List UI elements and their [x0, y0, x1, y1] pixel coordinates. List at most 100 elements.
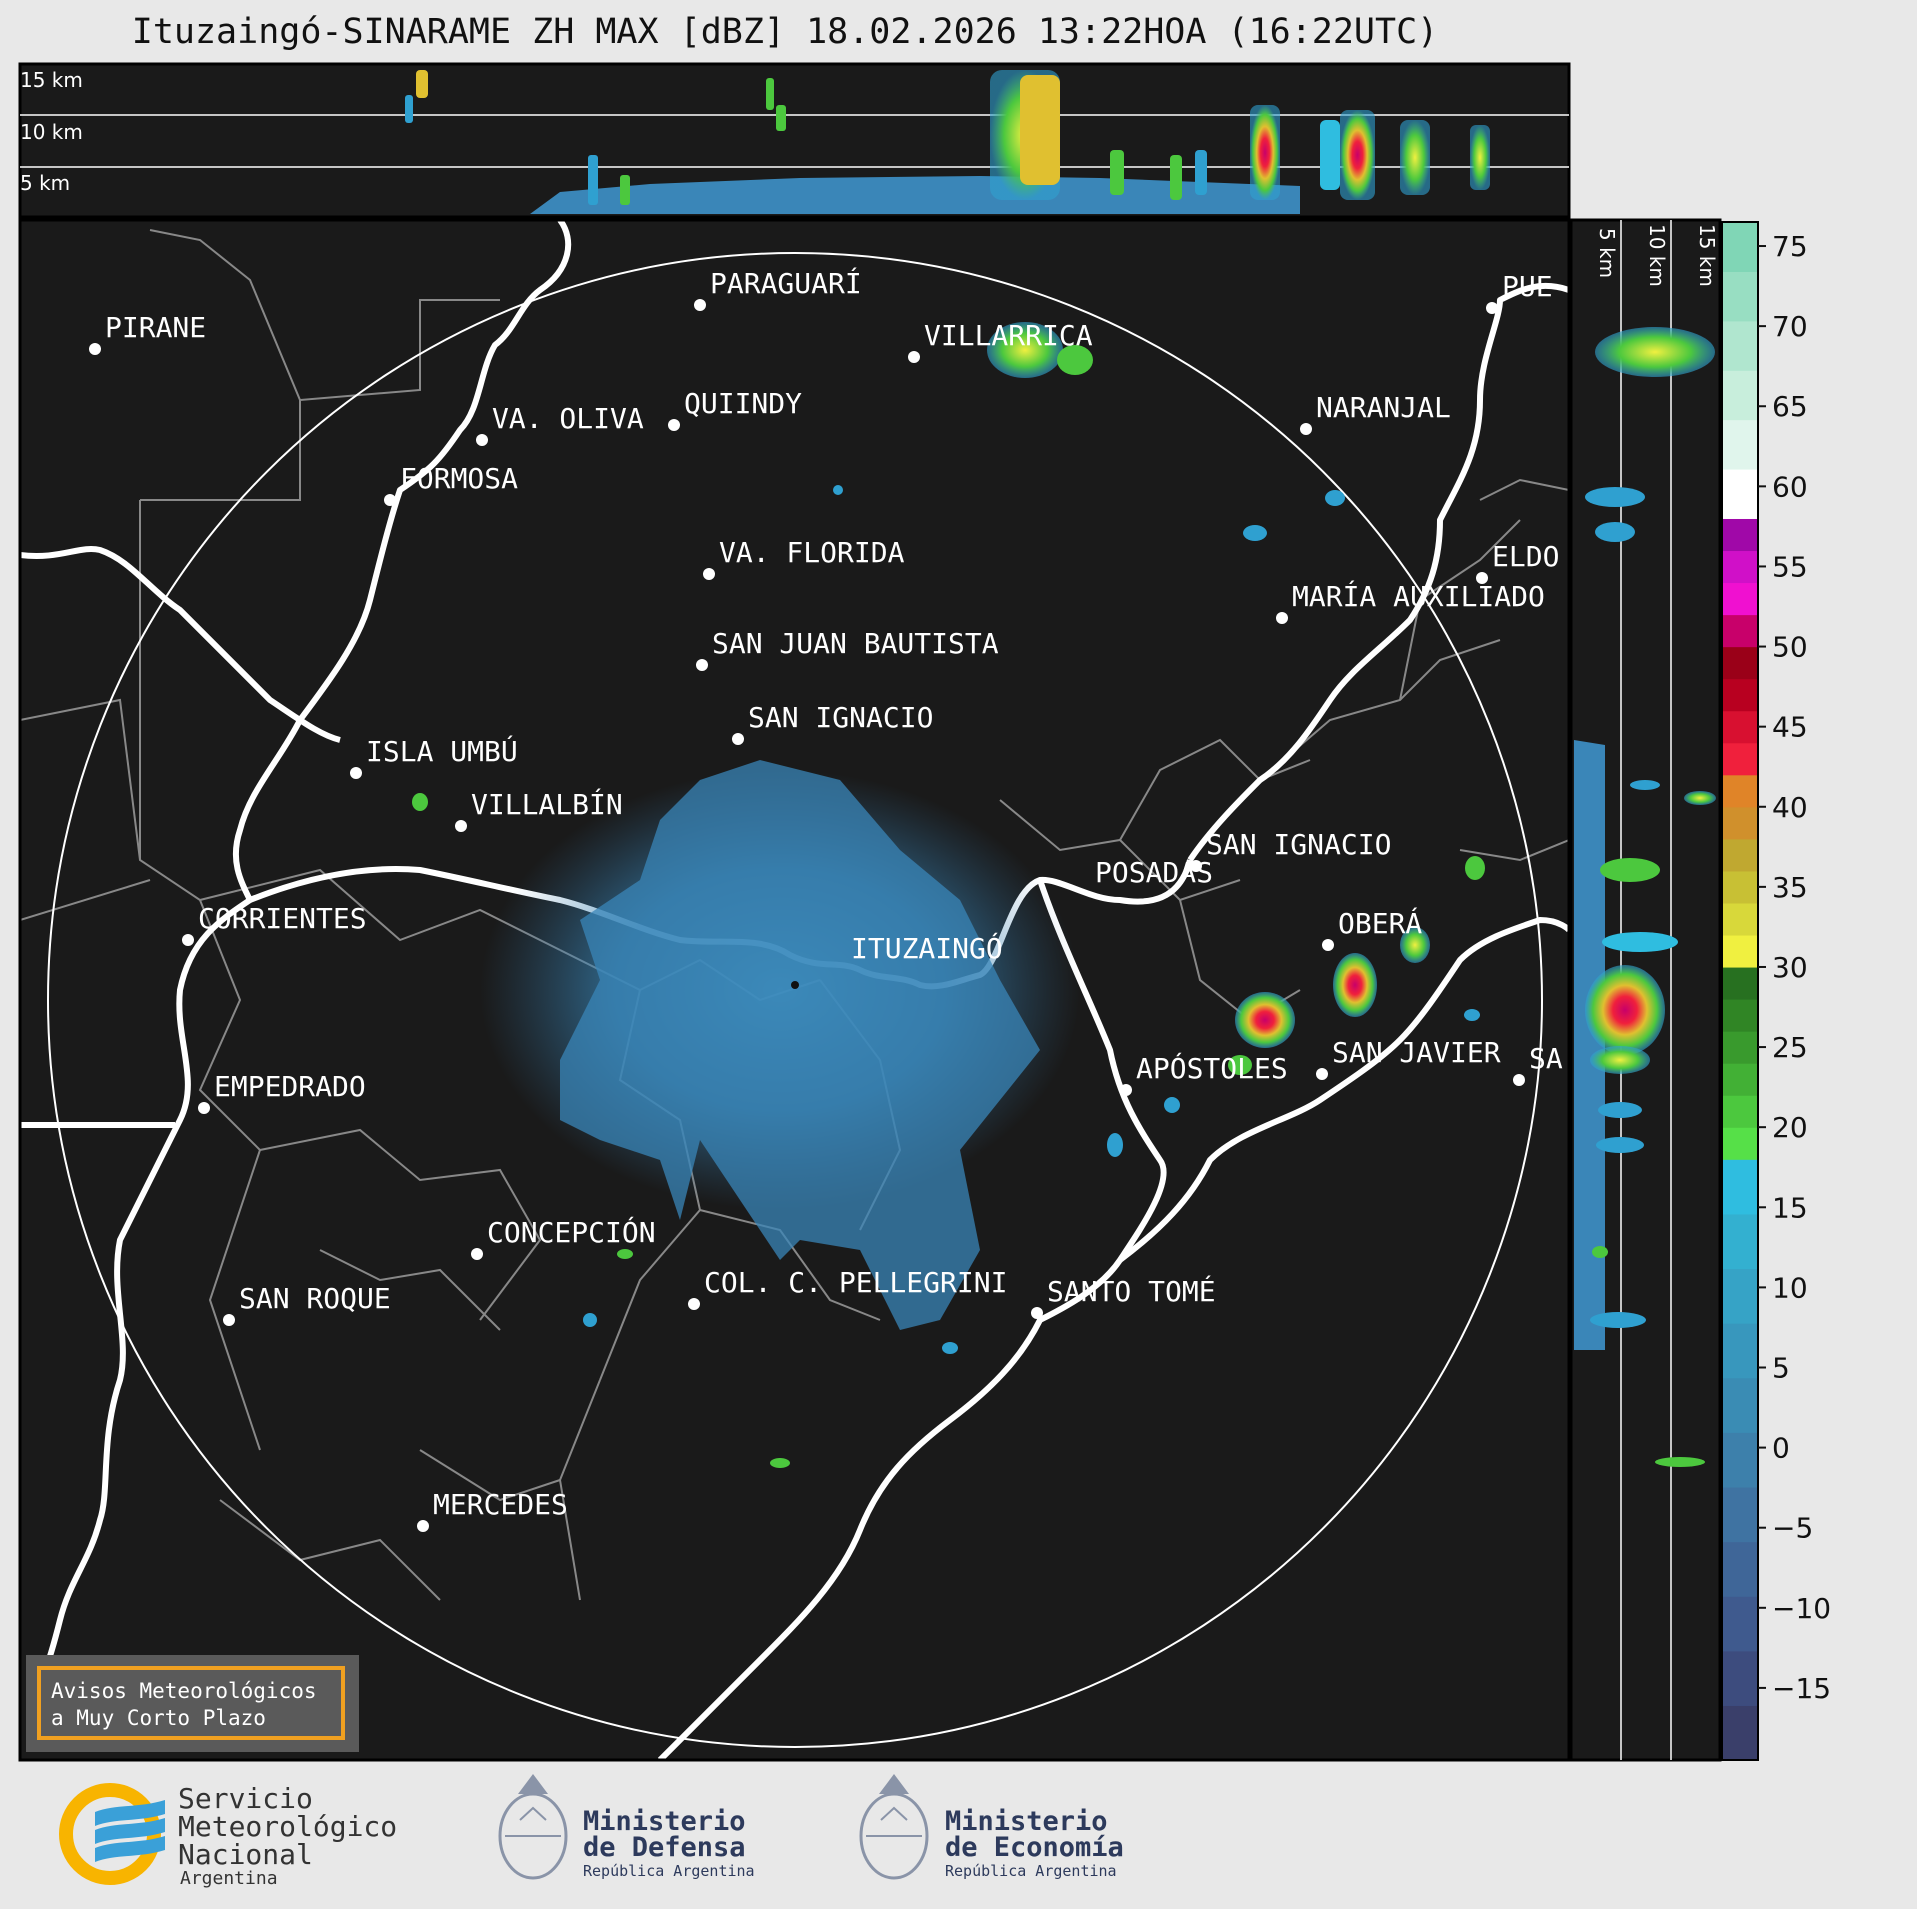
- top-panel-echo: [1340, 110, 1375, 200]
- city-marker: [182, 934, 194, 946]
- city-marker: [688, 1298, 700, 1310]
- colorbar-tick-label: 30: [1772, 951, 1808, 984]
- top-panel-echo-base: [530, 176, 1300, 214]
- city-label: SA: [1529, 1042, 1563, 1075]
- city-label: OBERÁ: [1338, 906, 1422, 940]
- side-panel-echo: [1585, 487, 1645, 507]
- city-labels: PIRANE PARAGUARÍ VILLARRICA VA. OLIVA QUIIND…: [89, 266, 1563, 1532]
- side-panel-echo: [1598, 1102, 1642, 1118]
- colorbar-tick-label: −5: [1772, 1512, 1813, 1545]
- top-panel-echo: [1020, 75, 1060, 185]
- colorbar-tick-label: 75: [1772, 230, 1808, 263]
- top-panel-echo: [1400, 120, 1430, 195]
- city-marker: [1476, 572, 1488, 584]
- colorbar-segment: [1722, 550, 1758, 584]
- side-altitude-label: 10 km: [1645, 224, 1669, 287]
- side-panel-echo: [1585, 965, 1665, 1055]
- economia-line-1: Ministerio: [945, 1806, 1108, 1837]
- colorbar-tick-label: 40: [1772, 791, 1808, 824]
- colorbar-segment: [1722, 870, 1758, 904]
- city-marker: [696, 659, 708, 671]
- city-label: VILLALBÍN: [471, 787, 623, 821]
- city-marker: [1120, 1084, 1132, 1096]
- colorbar-segment: [1722, 678, 1758, 712]
- colorbar-tick-label: 65: [1772, 390, 1808, 423]
- city-marker: [668, 419, 680, 431]
- economia-line-3: República Argentina: [945, 1862, 1117, 1880]
- city-marker: [198, 1102, 210, 1114]
- city-label: VA. OLIVA: [492, 402, 644, 435]
- colorbar-segment: [1722, 271, 1758, 322]
- city-label: COL. C. PELLEGRINI: [704, 1266, 1007, 1299]
- city-marker: [476, 434, 488, 446]
- colorbar-tick-label: 50: [1772, 631, 1808, 664]
- smn-logo: Servicio Meteorológico Nacional Argentin…: [59, 1782, 397, 1889]
- city-label: EMPEDRADO: [214, 1070, 366, 1103]
- side-panel-echo: [1595, 522, 1635, 542]
- top-panel-echo: [416, 70, 428, 98]
- radar-clutter: [480, 760, 1080, 1330]
- colorbar-tick-label: 20: [1772, 1111, 1808, 1144]
- side-panel-echo: [1600, 858, 1660, 882]
- economia-line-2: de Economía: [945, 1832, 1124, 1863]
- main-map-panel: PIRANE PARAGUARÍ VILLARRICA VA. OLIVA QUIIND…: [18, 218, 1571, 1762]
- city-marker: [417, 1520, 429, 1532]
- colorbar-segment: [1722, 222, 1758, 272]
- colorbar-segment: [1722, 614, 1758, 648]
- colorbar-segment: [1722, 902, 1758, 936]
- side-panel-echo: [1630, 780, 1660, 790]
- city-label: PUE: [1502, 270, 1553, 303]
- colorbar-segment: [1722, 806, 1758, 840]
- colorbar-segment: [1722, 1127, 1758, 1160]
- colorbar-segment: [1722, 1705, 1758, 1761]
- top-cross-section-panel: 15 km 10 km 5 km: [18, 62, 1571, 219]
- ministerio-economia-logo: Ministerio de Economía República Argenti…: [859, 1774, 1124, 1880]
- colorbar-tick-label: −15: [1772, 1672, 1831, 1705]
- colorbar-segment: [1722, 999, 1758, 1032]
- city-marker: [89, 343, 101, 355]
- colorbar-segment: [1722, 1541, 1758, 1597]
- side-panel-echo: [1592, 1246, 1608, 1258]
- colorbar-segment: [1722, 1268, 1758, 1324]
- colorbar-segment: [1722, 934, 1758, 968]
- colorbar-tick-label: 55: [1772, 550, 1808, 583]
- city-marker: [703, 568, 715, 580]
- city-marker: [471, 1248, 483, 1260]
- alert-line-1: Avisos Meteorológicos: [51, 1679, 317, 1703]
- city-marker: [223, 1314, 235, 1326]
- city-label: MERCEDES: [433, 1488, 568, 1521]
- side-panel-echo: [1590, 1312, 1646, 1328]
- colorbar-segment: [1722, 370, 1758, 421]
- footer: Servicio Meteorológico Nacional Argentin…: [59, 1774, 1124, 1889]
- colorbar-segment: [1722, 1031, 1758, 1064]
- city-label: APÓSTOLES: [1136, 1051, 1288, 1085]
- side-altitude-label: 5 km: [1595, 228, 1619, 278]
- city-marker: [384, 494, 396, 506]
- colorbar-segment: [1722, 1377, 1758, 1433]
- storm-cells: [412, 322, 1485, 1468]
- alert-box: Avisos Meteorológicos a Muy Corto Plazo: [26, 1655, 359, 1752]
- colorbar-segment: [1722, 710, 1758, 744]
- city-marker: [694, 299, 706, 311]
- city-label: CORRIENTES: [198, 902, 367, 935]
- colorbar-tick-label: 25: [1772, 1031, 1808, 1064]
- top-panel-echo: [588, 155, 598, 205]
- colorbar-tick-label: −10: [1772, 1592, 1831, 1625]
- colorbar-tick-label: 15: [1772, 1191, 1808, 1224]
- colorbar-segment: [1722, 1432, 1758, 1488]
- city-label: ISLA UMBÚ: [366, 734, 518, 768]
- colorbar-segment: [1722, 320, 1758, 371]
- side-altitude-label: 15 km: [1695, 224, 1719, 287]
- city-marker: [732, 733, 744, 745]
- city-label: ELDO: [1492, 540, 1559, 573]
- city-label: SANTO TOMÉ: [1047, 1274, 1216, 1308]
- colorbar-segment: [1722, 1596, 1758, 1652]
- smn-line-2: Meteorológico: [178, 1810, 397, 1843]
- escudo-icon: [859, 1774, 929, 1880]
- top-panel-echo: [776, 105, 786, 131]
- smn-line-1: Servicio: [178, 1782, 313, 1815]
- colorbar-segment: [1722, 1095, 1758, 1128]
- colorbar-tick-label: 0: [1772, 1432, 1790, 1465]
- top-altitude-label: 15 km: [20, 68, 83, 92]
